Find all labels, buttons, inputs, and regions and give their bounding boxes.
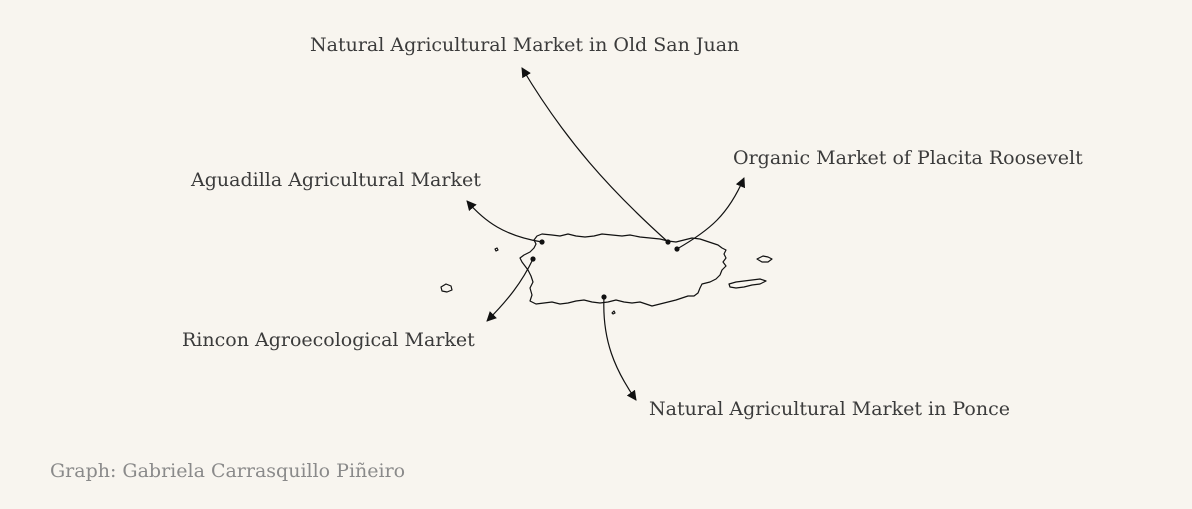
arrow-ponce <box>603 296 637 401</box>
arrow-placita-roosevelt <box>676 177 746 250</box>
dot-old-san-juan <box>665 239 671 245</box>
credit-line: Graph: Gabriela Carrasquillo Piñeiro <box>50 460 406 482</box>
arrow-old-san-juan <box>521 67 669 243</box>
mona-island-outline <box>440 283 453 293</box>
label-old-san-juan: Natural Agricultural Market in Old San J… <box>310 34 739 56</box>
label-ponce: Natural Agricultural Market in Ponce <box>649 398 1010 420</box>
main-island-outline <box>519 233 727 307</box>
label-rincon: Rincon Agroecological Market <box>182 329 475 351</box>
label-placita-roosevelt: Organic Market of Placita Roosevelt <box>733 147 1083 169</box>
dot-placita-roosevelt <box>674 246 680 252</box>
dot-aguadilla <box>539 239 545 245</box>
culebra-outline <box>756 255 773 263</box>
arrow-aguadilla <box>466 200 543 243</box>
dot-rincon <box>530 256 536 262</box>
caja-de-muertos-outline <box>611 310 616 315</box>
vieques-outline <box>728 278 767 289</box>
dot-ponce <box>601 294 607 300</box>
arrow-rincon <box>486 258 534 322</box>
desecheo-outline <box>494 247 499 252</box>
label-aguadilla: Aguadilla Agricultural Market <box>190 169 481 191</box>
